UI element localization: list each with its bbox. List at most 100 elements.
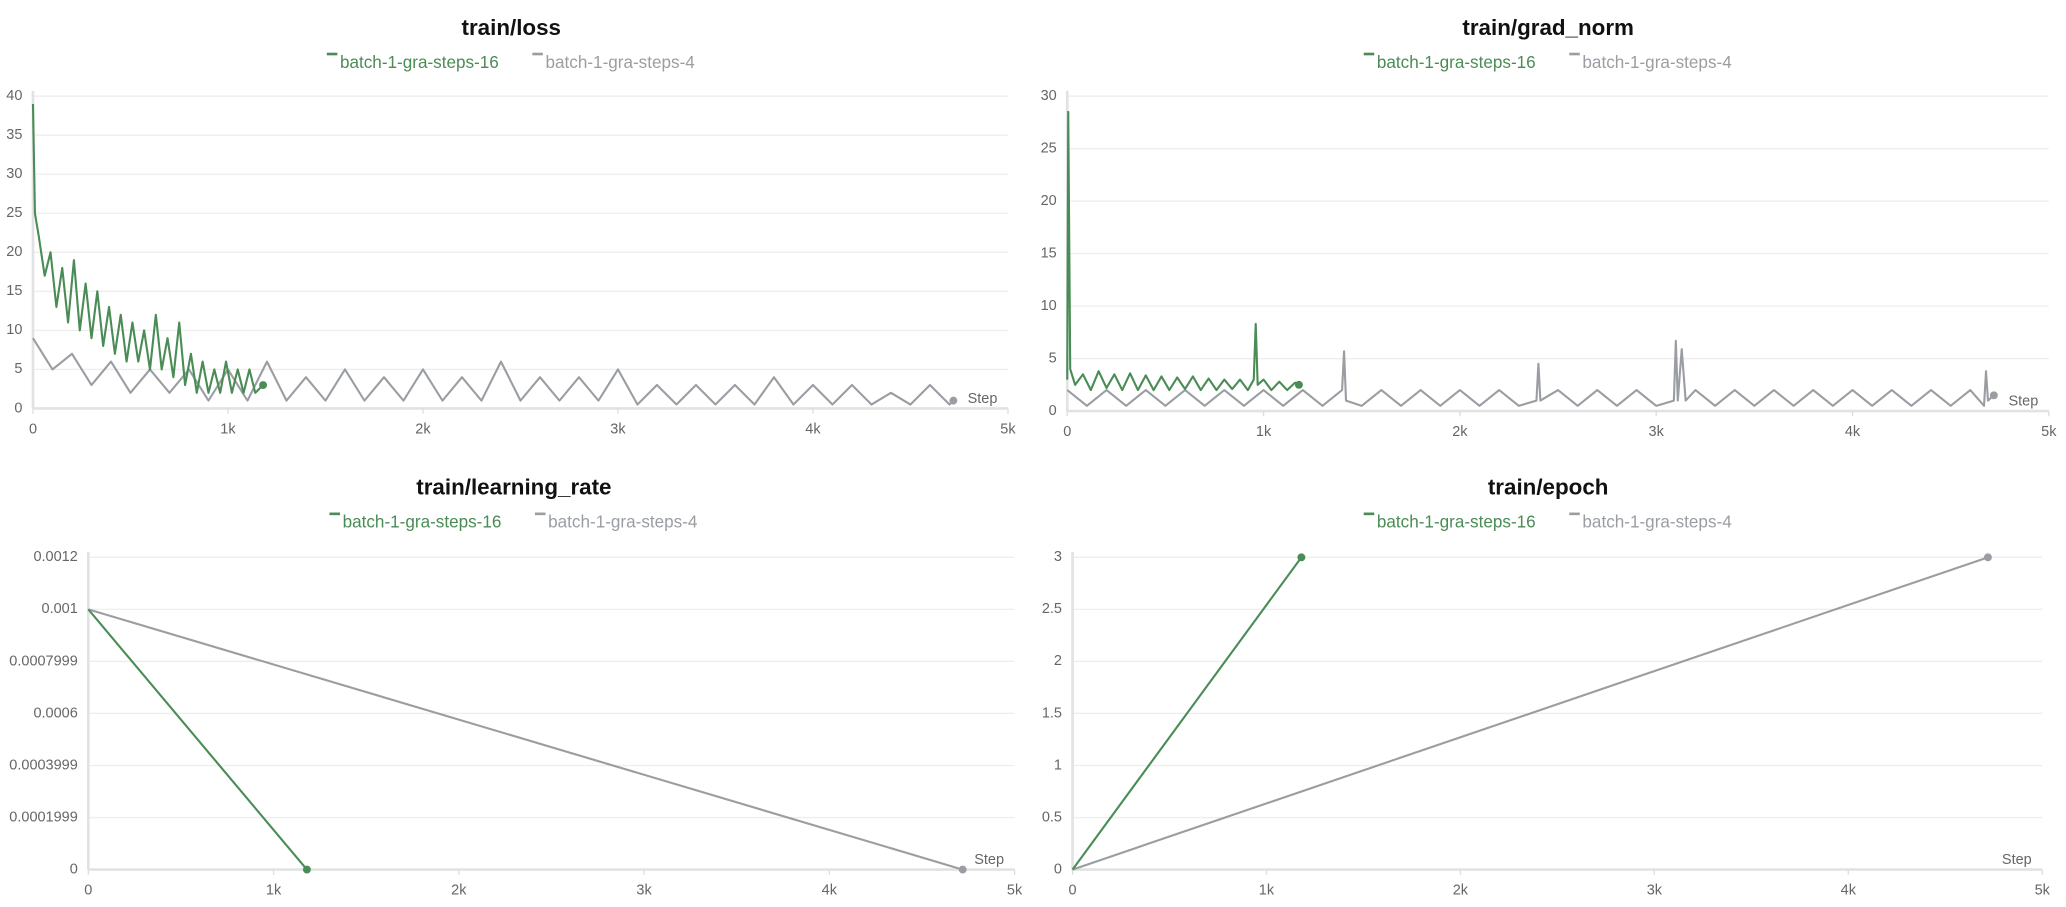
series-line bbox=[1066, 110, 1300, 392]
legend-item[interactable]: batch-1-gra-steps-4 bbox=[534, 512, 698, 532]
y-tick-label: 40 bbox=[6, 88, 22, 104]
y-tick-label: 30 bbox=[1041, 88, 1057, 104]
end-point bbox=[958, 865, 967, 874]
chart-panel: train/grad_norm batch-1-gra-steps-16 batch… bbox=[1041, 15, 2058, 440]
end-point bbox=[259, 381, 268, 389]
y-tick-label: 2.5 bbox=[1042, 601, 1062, 617]
y-tick-label: 30 bbox=[6, 166, 22, 182]
x-axis-label: Step bbox=[974, 852, 1004, 868]
y-tick-label: 35 bbox=[6, 127, 22, 143]
x-tick-label: 0 bbox=[29, 421, 37, 437]
chart-title: train/grad_norm bbox=[1462, 15, 1634, 40]
y-tick-label: 0.0001999 bbox=[9, 809, 77, 825]
series-line bbox=[1072, 556, 1989, 871]
x-axis-label: Step bbox=[968, 391, 998, 407]
legend-item[interactable]: batch-1-gra-steps-16 bbox=[329, 512, 502, 532]
series-line bbox=[32, 337, 955, 406]
legend-label: batch-1-gra-steps-4 bbox=[548, 513, 698, 532]
end-point bbox=[1294, 380, 1303, 389]
x-tick-label: 0 bbox=[1068, 882, 1076, 898]
y-tick-label: 1.5 bbox=[1042, 705, 1062, 721]
y-tick-label: 0 bbox=[70, 861, 78, 877]
series-line bbox=[1071, 556, 1303, 871]
y-tick-label: 15 bbox=[6, 283, 22, 299]
x-tick-label: 3k bbox=[610, 421, 626, 437]
x-tick-label: 2k bbox=[1452, 424, 1468, 440]
legend-item[interactable]: batch-1-gra-steps-16 bbox=[326, 52, 499, 72]
legend-item[interactable]: batch-1-gra-steps-4 bbox=[1569, 512, 1732, 532]
y-tick-label: 15 bbox=[1041, 245, 1057, 261]
x-tick-label: 3k bbox=[1647, 882, 1663, 898]
series-line bbox=[87, 608, 308, 871]
legend-item[interactable]: batch-1-gra-steps-4 bbox=[532, 52, 696, 72]
y-tick-label: 20 bbox=[6, 244, 22, 260]
x-tick-label: 2k bbox=[1453, 882, 1469, 898]
y-tick-label: 10 bbox=[6, 322, 22, 338]
chart-title: train/learning_rate bbox=[416, 475, 611, 500]
x-tick-label: 4k bbox=[1845, 424, 1861, 440]
y-tick-label: 1 bbox=[1054, 757, 1062, 773]
legend-item[interactable]: batch-1-gra-steps-16 bbox=[1363, 512, 1536, 532]
chart-panel: train/learning_rate batch-1-gra-steps-16 b… bbox=[9, 475, 1023, 899]
legend-item[interactable]: batch-1-gra-steps-4 bbox=[1569, 52, 1732, 72]
x-axis-label: Step bbox=[2002, 852, 2032, 868]
end-point bbox=[1989, 391, 1998, 400]
y-tick-label: 25 bbox=[6, 205, 22, 221]
x-tick-label: 2k bbox=[451, 882, 467, 898]
x-tick-label: 3k bbox=[636, 882, 652, 898]
chart-title: train/epoch bbox=[1488, 475, 1609, 500]
x-tick-label: 1k bbox=[1256, 424, 1272, 440]
series-line bbox=[1066, 339, 1995, 407]
x-tick-label: 3k bbox=[1649, 424, 1665, 440]
x-tick-label: 4k bbox=[805, 421, 821, 437]
x-tick-label: 1k bbox=[220, 421, 236, 437]
legend-label: batch-1-gra-steps-16 bbox=[1377, 53, 1536, 72]
end-point bbox=[1297, 553, 1306, 562]
y-tick-label: 0.5 bbox=[1042, 809, 1062, 825]
chart-panel: train/loss batch-1-gra-steps-16 batch-1-gr… bbox=[6, 15, 1016, 437]
end-point bbox=[949, 396, 958, 405]
x-tick-label: 2k bbox=[415, 421, 431, 437]
legend-item[interactable]: batch-1-gra-steps-16 bbox=[1363, 52, 1536, 72]
legend-label: batch-1-gra-steps-16 bbox=[340, 53, 499, 72]
legend-label: batch-1-gra-steps-4 bbox=[1582, 513, 1732, 532]
x-tick-label: 0 bbox=[1063, 424, 1071, 440]
y-tick-label: 0 bbox=[14, 400, 22, 416]
series-line bbox=[31, 103, 264, 394]
x-tick-label: 1k bbox=[266, 882, 282, 898]
y-tick-label: 0.0006 bbox=[33, 705, 77, 721]
y-tick-label: 20 bbox=[1041, 193, 1057, 209]
y-tick-label: 0.001 bbox=[42, 601, 78, 617]
x-tick-label: 4k bbox=[822, 882, 838, 898]
y-tick-label: 5 bbox=[14, 361, 22, 377]
y-tick-label: 0 bbox=[1049, 403, 1057, 419]
legend-label: batch-1-gra-steps-16 bbox=[343, 513, 502, 532]
y-tick-label: 5 bbox=[1049, 350, 1057, 366]
x-axis-label: Step bbox=[2008, 394, 2038, 410]
y-tick-label: 0.0003999 bbox=[9, 757, 77, 773]
legend-label: batch-1-gra-steps-16 bbox=[1377, 513, 1536, 532]
x-tick-label: 5k bbox=[2041, 424, 2057, 440]
x-tick-label: 5k bbox=[1000, 421, 1016, 437]
y-tick-label: 0 bbox=[1054, 861, 1062, 877]
x-tick-label: 5k bbox=[1007, 882, 1023, 898]
end-point bbox=[1983, 553, 1992, 562]
y-tick-label: 25 bbox=[1041, 140, 1057, 156]
legend-label: batch-1-gra-steps-4 bbox=[546, 53, 696, 72]
y-tick-label: 10 bbox=[1041, 298, 1057, 314]
x-tick-label: 5k bbox=[2035, 882, 2051, 898]
end-point bbox=[302, 865, 311, 874]
x-tick-label: 4k bbox=[1841, 882, 1857, 898]
x-tick-label: 0 bbox=[84, 882, 92, 898]
chart-title: train/loss bbox=[462, 15, 561, 40]
x-tick-label: 1k bbox=[1259, 882, 1275, 898]
y-tick-label: 3 bbox=[1054, 549, 1062, 565]
chart-panel: train/epoch batch-1-gra-steps-16 batch-1-g… bbox=[1042, 475, 2051, 899]
y-tick-label: 2 bbox=[1054, 653, 1062, 669]
y-tick-label: 0.0007999 bbox=[9, 653, 77, 669]
y-tick-label: 0.0012 bbox=[33, 549, 77, 565]
legend-label: batch-1-gra-steps-4 bbox=[1582, 53, 1732, 72]
series-line bbox=[88, 608, 963, 871]
